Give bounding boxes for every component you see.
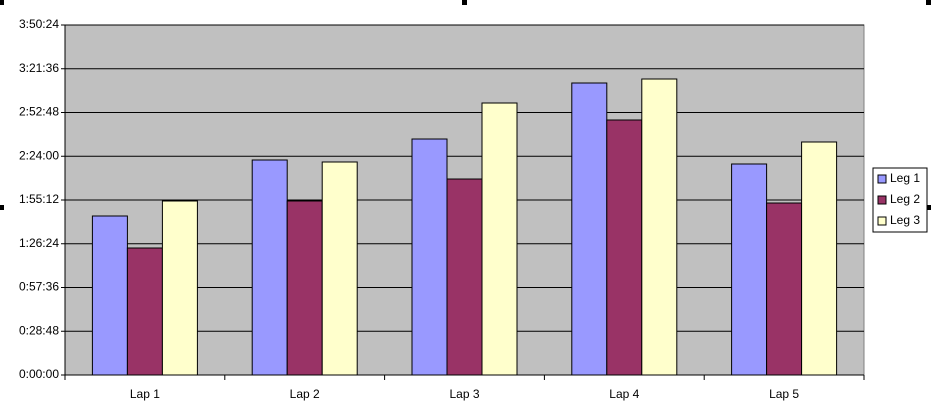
legend-swatch [877,174,887,184]
x-tick-label: Lap 5 [769,387,799,401]
x-tick-label: Lap 2 [290,387,320,401]
bar [481,102,518,376]
y-tick-label: 1:55:12 [19,192,59,206]
legend-label: Leg 2 [890,192,920,206]
y-tick-label: 3:50:24 [19,17,59,31]
y-tick-label: 2:52:48 [19,105,59,119]
legend-swatch [877,216,887,226]
y-tick-label: 0:28:48 [19,323,59,337]
bar [731,163,768,376]
y-tick-label: 1:26:24 [19,236,59,250]
bar [571,82,608,376]
bar [801,141,838,376]
handle [462,0,467,5]
bar [321,161,358,376]
x-tick-label: Lap 4 [609,387,639,401]
bar [251,159,288,376]
bar [641,78,678,376]
y-tick-label: 0:57:36 [19,280,59,294]
bar [446,178,483,376]
bar [606,119,643,376]
legend-label: Leg 3 [890,213,920,227]
handle [0,0,4,5]
bar [411,138,448,376]
bar [126,247,163,376]
x-tick-label: Lap 3 [449,387,479,401]
legend-swatch [877,195,887,205]
y-tick-label: 0:00:00 [19,367,59,381]
legend-label: Leg 1 [890,171,920,185]
bar [161,200,198,376]
handle [926,0,931,5]
handle [926,205,931,210]
bar [91,215,128,376]
x-tick-label: Lap 1 [130,387,160,401]
handle [0,205,4,210]
bar [766,202,803,376]
bar [286,200,323,376]
y-tick-label: 2:24:00 [19,148,59,162]
y-tick-label: 3:21:36 [19,61,59,75]
